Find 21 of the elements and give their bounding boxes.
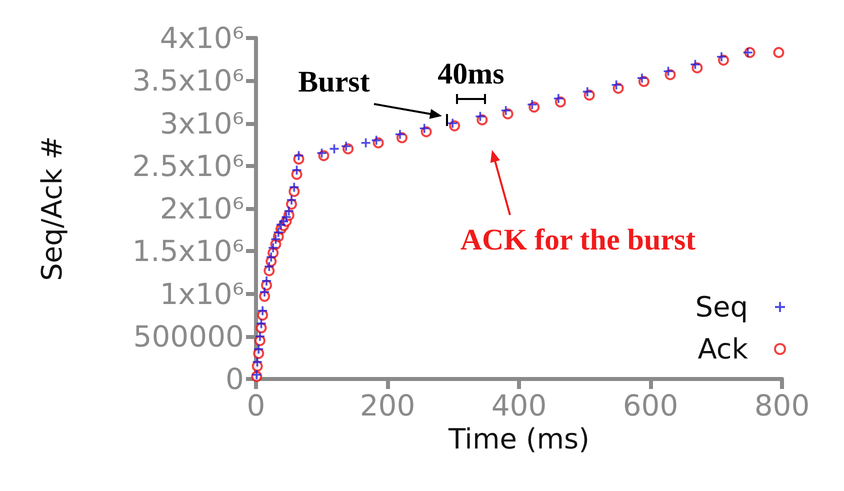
legend-label: Seq bbox=[695, 290, 748, 324]
x-tick-label: 600 bbox=[622, 388, 678, 422]
y-tick-label: 1.5x10⁶ bbox=[132, 234, 244, 268]
annotation: ACK for the burst bbox=[460, 224, 696, 256]
legend-label: Ack bbox=[698, 332, 749, 366]
x-tick-label: 800 bbox=[754, 388, 810, 422]
y-tick-label: 500000 bbox=[133, 319, 244, 354]
x-tick-label: 0 bbox=[246, 388, 266, 422]
annotation: 40ms bbox=[438, 58, 504, 90]
y-tick-label: 4x10⁶ bbox=[160, 21, 244, 55]
y-tick-label: 2.5x10⁶ bbox=[132, 148, 244, 183]
x-tick-label: 200 bbox=[360, 388, 416, 422]
x-tick-label: 400 bbox=[491, 388, 547, 422]
y-tick-label: 3.5x10⁶ bbox=[132, 64, 244, 98]
y-axis-title: Seq/Ack # bbox=[36, 136, 68, 281]
y-tick-label: 1x10⁶ bbox=[160, 276, 244, 311]
y-tick-label: 3x10⁶ bbox=[160, 106, 244, 140]
x-axis-title: Time (ms) bbox=[447, 422, 590, 456]
y-tick-label: 2x10⁶ bbox=[160, 192, 244, 226]
y-tick-label: 0 bbox=[226, 362, 244, 396]
annotation: Burst bbox=[298, 66, 370, 98]
